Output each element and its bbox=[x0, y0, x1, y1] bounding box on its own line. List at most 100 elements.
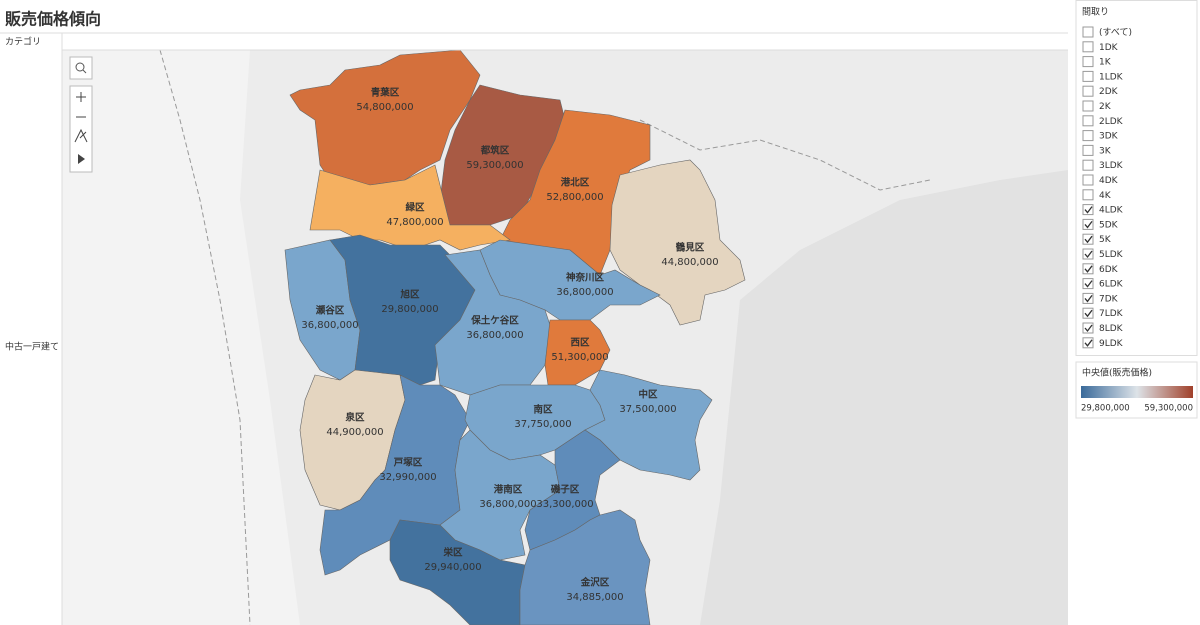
checkmark bbox=[1084, 339, 1093, 347]
filter-option: 3DK bbox=[1099, 132, 1119, 142]
checkbox[interactable] bbox=[1082, 233, 1094, 245]
ward-name: 金沢区 bbox=[580, 577, 610, 589]
ward-name: 南区 bbox=[533, 404, 553, 416]
column-header: カテゴリ bbox=[5, 36, 41, 48]
ward-name: 栄区 bbox=[442, 547, 463, 559]
filter-option: 4K bbox=[1099, 191, 1112, 201]
ward-name: 港北区 bbox=[561, 177, 590, 189]
ward-value: 59,300,000 bbox=[466, 160, 523, 171]
ward-name: 青葉区 bbox=[371, 87, 400, 99]
checkbox[interactable] bbox=[1082, 56, 1094, 68]
filter-option: 3K bbox=[1099, 146, 1112, 156]
legend-title: 中央値(販売価格) bbox=[1082, 367, 1152, 379]
filter-option: 3LDK bbox=[1099, 161, 1124, 171]
ward-name: 泉区 bbox=[344, 412, 365, 424]
filter-list: (すべて) 1DK 1K 1LDK 2DK 2K 2LDK 3DK 3K 3LDK 4DK 4K 4LD… bbox=[1082, 26, 1132, 349]
filter-option: 1K bbox=[1099, 58, 1112, 68]
ward-value: 29,940,000 bbox=[424, 562, 481, 573]
checkbox[interactable] bbox=[1082, 337, 1094, 349]
checkbox[interactable] bbox=[1082, 263, 1094, 275]
ward-value: 36,800,000 bbox=[556, 287, 613, 298]
checkbox[interactable] bbox=[1082, 307, 1094, 319]
checkbox[interactable] bbox=[1082, 322, 1094, 334]
filter-option: 1DK bbox=[1099, 43, 1119, 53]
ward-layer: 青葉区 54,800,000 都筑区 59,300,000 港北区 52,800,000 緑… bbox=[284, 49, 746, 625]
search-button[interactable] bbox=[69, 56, 93, 80]
zoom-in-button[interactable] bbox=[76, 92, 86, 102]
ward-value: 47,800,000 bbox=[386, 217, 443, 228]
ward-name: 都筑区 bbox=[480, 145, 510, 157]
checkbox[interactable] bbox=[1082, 292, 1094, 304]
checkbox[interactable] bbox=[1082, 70, 1094, 82]
map-tools bbox=[69, 56, 93, 173]
checkbox[interactable] bbox=[1082, 159, 1094, 171]
checkbox[interactable] bbox=[1082, 189, 1094, 201]
ward-value: 32,990,000 bbox=[379, 472, 436, 483]
checkbox[interactable] bbox=[1082, 115, 1094, 127]
checkmark bbox=[1084, 235, 1093, 244]
ward-area[interactable] bbox=[289, 49, 481, 186]
sea-area bbox=[700, 170, 1068, 625]
checkbox[interactable] bbox=[1082, 100, 1094, 112]
filter-option: 2LDK bbox=[1099, 117, 1124, 127]
ward-name: 港南区 bbox=[494, 484, 523, 496]
land-area bbox=[62, 50, 300, 625]
ward-name: 保土ケ谷区 bbox=[470, 315, 519, 327]
checkbox[interactable] bbox=[1082, 174, 1094, 186]
reset-button[interactable] bbox=[74, 128, 88, 143]
checkmark bbox=[1084, 324, 1093, 333]
checkbox[interactable] bbox=[1082, 144, 1094, 156]
ward-name: 中区 bbox=[638, 389, 658, 401]
checkbox[interactable] bbox=[1082, 41, 1094, 53]
ward-area[interactable] bbox=[609, 159, 746, 326]
checkbox[interactable] bbox=[1082, 85, 1094, 97]
ward-area[interactable] bbox=[309, 164, 511, 251]
checkbox[interactable] bbox=[1082, 26, 1094, 38]
ward-name: 鶴見区 bbox=[676, 242, 705, 254]
play-button[interactable] bbox=[78, 154, 85, 164]
boundary-line bbox=[159, 49, 251, 625]
filter-option: 6LDK bbox=[1099, 280, 1124, 290]
ward-name: 旭区 bbox=[399, 289, 420, 301]
ward-name: 西区 bbox=[570, 338, 590, 349]
filter-panel bbox=[1075, 0, 1198, 356]
checkmark bbox=[1084, 280, 1093, 288]
ward-area[interactable] bbox=[319, 374, 471, 576]
checkbox[interactable] bbox=[1082, 218, 1094, 230]
dashboard-title: 販売価格傾向 bbox=[5, 10, 101, 29]
legend-max: 59,300,000 bbox=[1144, 404, 1193, 414]
checkbox[interactable] bbox=[1082, 248, 1094, 260]
ward-value: 34,885,000 bbox=[566, 592, 623, 603]
checkbox[interactable] bbox=[1082, 278, 1094, 290]
checkbox[interactable] bbox=[1082, 204, 1094, 216]
ward-area[interactable] bbox=[439, 429, 561, 561]
filter-option: 7DK bbox=[1099, 294, 1119, 304]
checkmark bbox=[1084, 295, 1093, 303]
checkmark bbox=[1084, 221, 1093, 229]
ward-area[interactable] bbox=[434, 249, 551, 396]
filter-option: 1LDK bbox=[1099, 72, 1124, 82]
ward-value: 36,800,000 bbox=[479, 499, 536, 510]
ward-value: 54,800,000 bbox=[356, 102, 413, 113]
legend-min: 29,800,000 bbox=[1081, 404, 1130, 414]
ward-value: 29,800,000 bbox=[381, 304, 438, 315]
checkmark bbox=[1084, 309, 1093, 318]
ward-area[interactable] bbox=[519, 509, 651, 625]
ward-area[interactable] bbox=[389, 519, 526, 625]
filter-option: 5LDK bbox=[1099, 250, 1124, 260]
ward-value: 36,800,000 bbox=[301, 320, 358, 331]
filter-option: 4DK bbox=[1099, 176, 1119, 186]
filter-option: (すべて) bbox=[1099, 27, 1132, 38]
ward-area[interactable] bbox=[584, 369, 713, 481]
checkmark bbox=[1084, 250, 1093, 259]
ward-value: 33,300,000 bbox=[536, 499, 593, 510]
checkbox[interactable] bbox=[1082, 130, 1094, 142]
filter-option: 2DK bbox=[1099, 87, 1119, 97]
ward-value: 52,800,000 bbox=[546, 192, 603, 203]
ward-name: 戸塚区 bbox=[394, 457, 423, 469]
filter-title: 間取り bbox=[1082, 7, 1109, 18]
ward-value: 37,500,000 bbox=[619, 404, 676, 415]
row-label: 中古一戸建て bbox=[5, 341, 59, 353]
legend-bar bbox=[1081, 386, 1193, 398]
